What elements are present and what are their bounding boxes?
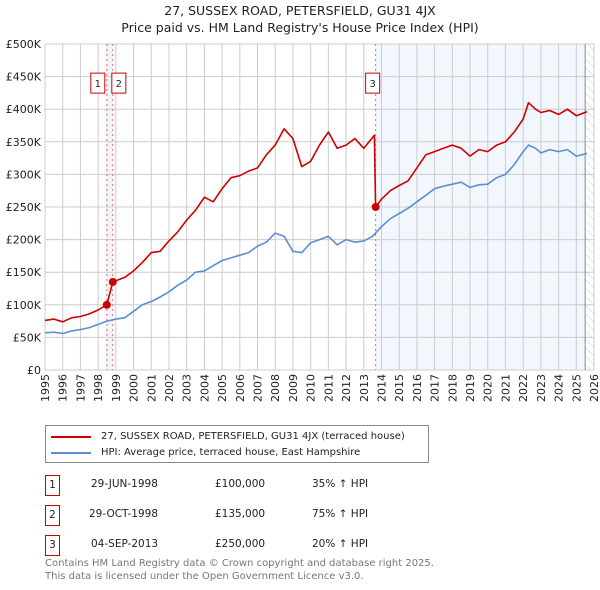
x-tick-label: 2026 (588, 374, 600, 402)
y-tick-label: £300K (6, 168, 42, 181)
x-tick-label: 2005 (216, 374, 229, 402)
y-tick-label: £200K (6, 234, 42, 247)
x-tick-label: 1999 (110, 374, 123, 402)
transaction-row: 2 29-OCT-1998 £135,000 75% ↑ HPI (45, 505, 445, 526)
legend-swatch-blue (51, 451, 91, 454)
footer-licence: This data is licensed under the Open Gov… (45, 571, 364, 582)
x-tick-label: 2021 (499, 374, 512, 402)
transaction-hpi: 75% ↑ HPI (312, 508, 369, 520)
transaction-price: £100,000 (215, 478, 266, 490)
x-tick-label: 2003 (181, 374, 194, 402)
x-tick-label: 2009 (287, 374, 300, 402)
sale-point (371, 203, 380, 211)
y-tick-label: £400K (6, 103, 42, 116)
x-tick-label: 2006 (234, 374, 247, 402)
legend: 27, SUSSEX ROAD, PETERSFIELD, GU31 4JX (… (45, 425, 429, 463)
transaction-price: £135,000 (215, 508, 266, 520)
sale-label: 2 (116, 79, 122, 90)
sale-label-box (111, 72, 127, 94)
x-tick-label: 2019 (464, 374, 477, 402)
legend-label: HPI: Average price, terraced house, East… (101, 447, 361, 458)
sale-point (102, 300, 111, 309)
sale-label-box (365, 72, 381, 94)
transaction-row: 3 04-SEP-2013 £250,000 20% ↑ HPI (45, 535, 445, 556)
footer-copyright: Contains HM Land Registry data © Crown c… (45, 558, 434, 569)
x-tick-label: 2014 (375, 374, 388, 402)
x-tick-label: 2018 (446, 374, 459, 402)
y-tick-label: £100K (6, 299, 42, 312)
x-tick-label: 2013 (358, 374, 371, 402)
x-tick-label: 2011 (322, 374, 335, 402)
transaction-hpi: 20% ↑ HPI (312, 538, 369, 550)
x-tick-label: 2007 (252, 374, 265, 402)
x-tick-label: 2002 (163, 374, 176, 402)
x-tick-label: 2010 (305, 374, 318, 402)
x-tick-label: 2008 (269, 374, 282, 402)
transaction-date: 29-JUN-1998 (91, 478, 158, 490)
transaction-price: £250,000 (215, 538, 266, 550)
x-tick-label: 2016 (411, 374, 424, 402)
y-tick-label: £250K (6, 201, 42, 214)
x-tick-label: 1998 (92, 374, 105, 402)
x-tick-label: 1997 (74, 374, 87, 402)
x-tick-label: 2012 (340, 374, 353, 402)
sale-point (108, 277, 117, 286)
x-tick-label: 2020 (482, 374, 495, 402)
y-tick-label: £450K (6, 71, 42, 84)
x-tick-label: 2023 (535, 374, 548, 402)
price-chart: 1995 1996 1997 1998 1999 2000 2001 2002 2003 2004… (6, 38, 600, 402)
x-tick-label: 2015 (393, 374, 406, 402)
y-tick-label: £350K (6, 136, 42, 149)
chart-subtitle: Price paid vs. HM Land Registry's House … (121, 20, 479, 35)
y-tick-label: £150K (6, 266, 42, 279)
transaction-marker: 1 (45, 475, 60, 496)
transaction-date: 29-OCT-1998 (89, 508, 158, 520)
sale-label-box (90, 72, 106, 94)
x-tick-label: 2025 (570, 374, 583, 402)
x-tick-label: 2017 (429, 374, 442, 402)
transaction-row: 1 29-JUN-1998 £100,000 35% ↑ HPI (45, 475, 445, 496)
y-tick-label: £500K (6, 38, 42, 51)
x-tick-label: 1996 (57, 374, 70, 402)
sale-label: 3 (369, 79, 375, 90)
footer: Contains HM Land Registry data © Crown c… (45, 557, 434, 583)
x-tick-label: 1995 (39, 374, 52, 402)
property-series-line (44, 101, 588, 323)
transaction-marker: 2 (45, 505, 60, 526)
legend-label: 27, SUSSEX ROAD, PETERSFIELD, GU31 4JX (… (101, 431, 405, 442)
legend-item-hpi: HPI: Average price, terraced house, East… (51, 446, 360, 459)
transaction-marker: 3 (45, 535, 60, 556)
x-tick-label: 2001 (145, 374, 158, 402)
legend-item-property: 27, SUSSEX ROAD, PETERSFIELD, GU31 4JX (… (51, 430, 405, 443)
chart-title: 27, SUSSEX ROAD, PETERSFIELD, GU31 4JX (164, 3, 436, 18)
transaction-hpi: 35% ↑ HPI (312, 478, 369, 490)
sale-label: 1 (95, 79, 101, 90)
x-tick-label: 2004 (198, 374, 211, 402)
y-tick-label: £0 (27, 364, 41, 377)
y-tick-label: £50K (13, 331, 42, 344)
x-tick-label: 2022 (517, 374, 530, 402)
x-tick-label: 2024 (553, 374, 566, 402)
hpi-series-line (44, 144, 588, 335)
transaction-date: 04-SEP-2013 (91, 538, 159, 550)
x-tick-label: 2000 (128, 374, 141, 402)
legend-swatch-red (51, 435, 91, 438)
